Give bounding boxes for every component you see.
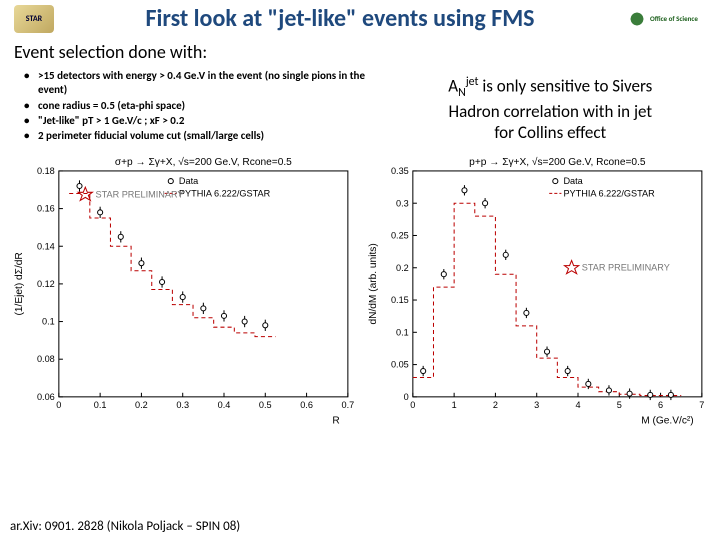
svg-text:0.2: 0.2	[135, 401, 148, 411]
svg-text:5: 5	[617, 401, 622, 411]
content-row: >15 detectors with energy > 0.4 Ge.V in …	[0, 67, 720, 146]
svg-text:R: R	[332, 416, 339, 427]
subtitle: Event selection done with:	[0, 37, 720, 67]
svg-text:0.05: 0.05	[391, 360, 409, 370]
svg-text:0.3: 0.3	[176, 401, 189, 411]
svg-text:0.06: 0.06	[37, 392, 55, 402]
svg-text:p+p → Σγ+X, √s=200 Ge.V, Rcone: p+p → Σγ+X, √s=200 Ge.V, Rcone=0.5	[469, 156, 646, 168]
an-pre: A	[448, 76, 458, 97]
doe-logo: Office of Science	[626, 6, 706, 32]
svg-text:STAR PRELIMINARY: STAR PRELIMINARY	[582, 263, 670, 273]
bullet-list: >15 detectors with energy > 0.4 Ge.V in …	[14, 69, 395, 143]
svg-text:M (Ge.V/c²): M (Ge.V/c²)	[641, 416, 693, 427]
svg-text:PYTHIA 6.222/GSTAR: PYTHIA 6.222/GSTAR	[563, 189, 655, 199]
an-post: is only sensitive to Sivers	[479, 76, 653, 97]
right-text: ANjet is only sensitive to Sivers Hadron…	[395, 75, 706, 143]
svg-text:0.14: 0.14	[37, 242, 55, 252]
svg-text:2: 2	[493, 401, 498, 411]
page-title: First look at "jet-like" events using FM…	[145, 4, 534, 33]
svg-text:0.25: 0.25	[391, 231, 409, 241]
doe-text: Office of Science	[650, 15, 698, 22]
svg-text:6: 6	[658, 401, 663, 411]
left-col: >15 detectors with energy > 0.4 Ge.V in …	[14, 69, 395, 144]
svg-text:0.6: 0.6	[300, 401, 313, 411]
chart-right: 0 1 2 3 4 5 6 7 0 0.05 0.1 0.15 0.2 0.25 0.3 0.35 p+p → …	[364, 150, 710, 430]
bullet-item: "Jet-like" pT > 1 Ge.V/c ; xF > 0.2	[38, 114, 395, 128]
svg-text:0: 0	[404, 392, 409, 402]
right-col: ANjet is only sensitive to Sivers Hadron…	[395, 69, 706, 144]
right-line2: Hadron correlation with in jet	[448, 101, 652, 122]
svg-text:0.4: 0.4	[218, 401, 231, 411]
an-sub: N	[458, 86, 466, 100]
svg-text:4: 4	[575, 401, 580, 411]
svg-text:0.1: 0.1	[94, 401, 107, 411]
svg-text:1: 1	[452, 401, 457, 411]
svg-text:0.35: 0.35	[391, 166, 409, 176]
header: STAR First look at "jet-like" events usi…	[0, 0, 720, 37]
svg-text:σ+p → Σγ+X, √s=200 Ge.V, Rcone: σ+p → Σγ+X, √s=200 Ge.V, Rcone=0.5	[115, 156, 292, 168]
svg-text:Data: Data	[179, 177, 199, 187]
svg-text:0.1: 0.1	[42, 317, 55, 327]
sun-icon	[626, 8, 648, 30]
svg-text:0.08: 0.08	[37, 355, 55, 365]
svg-text:0.5: 0.5	[259, 401, 272, 411]
svg-text:0.2: 0.2	[396, 263, 409, 273]
bullet-item: 2 perimeter fiducial volume cut (small/l…	[38, 129, 395, 143]
chart-left: 0 0.1 0.2 0.3 0.4 0.5 0.6 0.7 0.06 0.08 0.1 0.12 0.1…	[10, 150, 356, 430]
svg-text:0.16: 0.16	[37, 204, 55, 214]
svg-text:dN/dM (arb. units): dN/dM (arb. units)	[368, 244, 379, 325]
star-logo: STAR	[14, 5, 54, 33]
svg-text:0.1: 0.1	[396, 328, 409, 338]
right-line3: for Collins effect	[494, 122, 606, 143]
svg-text:(1/Ejet) dΣ/dR: (1/Ejet) dΣ/dR	[14, 253, 25, 316]
bullet-item: cone radius = 0.5 (eta-phi space)	[38, 99, 395, 113]
bullet-item: >15 detectors with energy > 0.4 Ge.V in …	[38, 69, 395, 98]
an-sup: jet	[466, 75, 479, 89]
svg-text:7: 7	[699, 401, 704, 411]
svg-text:Data: Data	[563, 177, 583, 187]
svg-text:3: 3	[534, 401, 539, 411]
svg-text:0: 0	[56, 401, 61, 411]
svg-text:0.7: 0.7	[341, 401, 354, 411]
charts-row: 00.10.20.30.40.50.60.70.060.080.10.120.1…	[0, 146, 720, 434]
svg-text:0.18: 0.18	[37, 166, 55, 176]
svg-text:0: 0	[410, 401, 415, 411]
svg-text:0.12: 0.12	[37, 279, 55, 289]
svg-text:STAR PRELIMINARY: STAR PRELIMINARY	[95, 190, 183, 200]
svg-text:0.3: 0.3	[396, 199, 409, 209]
svg-text:PYTHIA 6.222/GSTAR: PYTHIA 6.222/GSTAR	[179, 189, 271, 199]
footer-citation: ar.Xiv: 0901. 2828 (Nikola Poljack – SPI…	[10, 519, 240, 534]
svg-text:0.15: 0.15	[391, 296, 409, 306]
